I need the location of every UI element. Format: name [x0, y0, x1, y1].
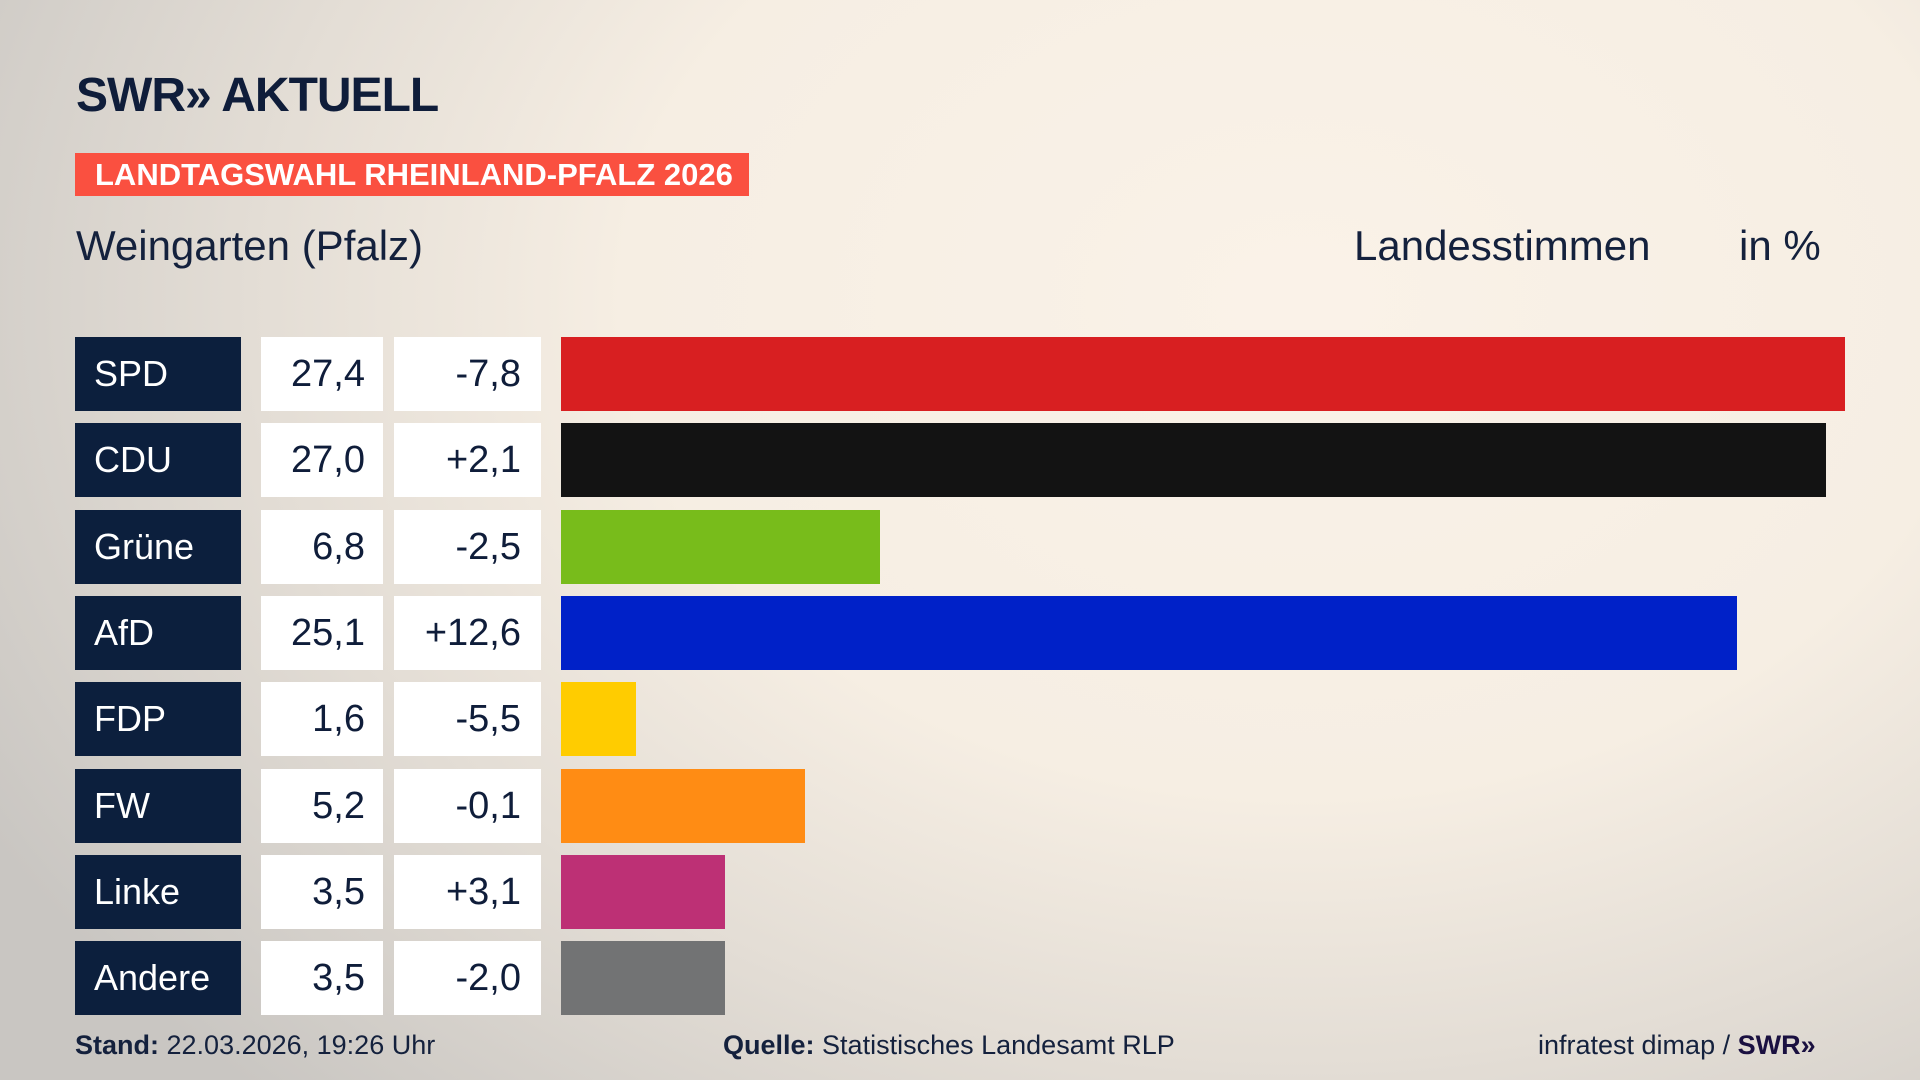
- value-label: 27,0: [261, 423, 383, 498]
- bar-linke: [561, 854, 725, 929]
- diff-label: -2,0: [394, 941, 541, 1016]
- party-label: Linke: [75, 854, 241, 929]
- source: Quelle: Statistisches Landesamt RLP: [723, 1030, 1175, 1061]
- result-row: AfD 25,1 +12,6: [0, 595, 1920, 670]
- result-row: FDP 1,6 -5,5: [0, 682, 1920, 757]
- party-label: Andere: [75, 941, 241, 1016]
- bar-fw: [561, 768, 805, 843]
- election-banner: LANDTAGSWAHL RHEINLAND-PFALZ 2026: [75, 153, 749, 196]
- result-row: CDU 27,0 +2,1: [0, 423, 1920, 498]
- value-label: 25,1: [261, 595, 383, 670]
- bar-cdu: [561, 423, 1827, 498]
- value-label: 27,4: [261, 337, 383, 411]
- unit-label: in %: [1739, 222, 1821, 269]
- diff-label: -0,1: [394, 768, 541, 843]
- value-label: 5,2: [261, 768, 383, 843]
- stand-label: Stand:: [75, 1030, 159, 1060]
- value-label: 3,5: [261, 941, 383, 1016]
- diff-label: +3,1: [394, 854, 541, 929]
- party-label: Grüne: [75, 509, 241, 584]
- page-title: Weingarten (Pfalz): [76, 222, 424, 269]
- bar-andere: [561, 941, 725, 1016]
- stand-value: 22.03.2026, 19:26 Uhr: [166, 1030, 436, 1060]
- result-row: FW 5,2 -0,1: [0, 768, 1920, 843]
- swr-logo-small: SWR»: [1737, 1030, 1816, 1060]
- party-label: SPD: [75, 337, 241, 411]
- vote-type-label: Landesstimmen: [1354, 222, 1651, 269]
- value-label: 3,5: [261, 854, 383, 929]
- source-label: Quelle:: [723, 1030, 815, 1060]
- diff-label: +12,6: [394, 595, 541, 670]
- diff-label: -7,8: [394, 337, 541, 411]
- result-row: SPD 27,4 -7,8: [0, 337, 1920, 411]
- value-label: 1,6: [261, 682, 383, 757]
- diff-label: -2,5: [394, 509, 541, 584]
- party-label: FW: [75, 768, 241, 843]
- party-label: FDP: [75, 682, 241, 757]
- diff-label: -5,5: [394, 682, 541, 757]
- bar-afd: [561, 595, 1738, 670]
- diff-label: +2,1: [394, 423, 541, 498]
- source-value: Statistisches Landesamt RLP: [822, 1030, 1175, 1060]
- party-label: CDU: [75, 423, 241, 498]
- credit-text: infratest dimap /: [1538, 1030, 1731, 1060]
- bar-fdp: [561, 682, 636, 757]
- result-row: Andere 3,5 -2,0: [0, 941, 1920, 1016]
- bar-spd: [561, 337, 1845, 411]
- bar-grüne: [561, 509, 880, 584]
- result-row: Linke 3,5 +3,1: [0, 854, 1920, 929]
- result-row: Grüne 6,8 -2,5: [0, 509, 1920, 584]
- swr-aktuell-logo: SWR» AKTUELL: [76, 69, 439, 122]
- credit: infratest dimap / SWR»: [1538, 1030, 1816, 1061]
- value-label: 6,8: [261, 509, 383, 584]
- party-label: AfD: [75, 595, 241, 670]
- timestamp: Stand: 22.03.2026, 19:26 Uhr: [75, 1030, 435, 1061]
